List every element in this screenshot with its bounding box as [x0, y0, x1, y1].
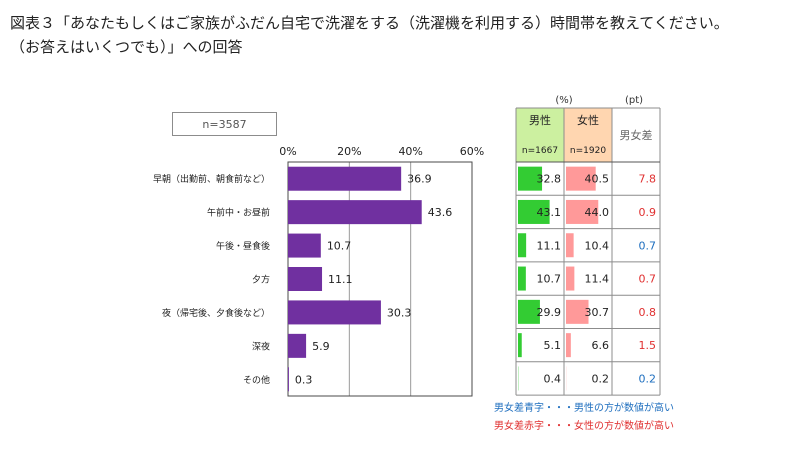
- bar-value-label: 43.6: [428, 206, 453, 219]
- male-value: 5.1: [544, 339, 562, 352]
- male-bar: [518, 199, 550, 224]
- category-label: 夜（帰宅後、夕食後など）: [162, 307, 270, 319]
- male-value: 29.9: [537, 306, 562, 319]
- male-bar: [518, 166, 543, 191]
- female-value: 30.7: [585, 306, 610, 319]
- bar-value-label: 11.1: [328, 273, 353, 286]
- diff-value: 0.9: [639, 206, 657, 219]
- bar: [288, 300, 381, 325]
- female-bar: [566, 233, 574, 258]
- diff-value: 0.2: [639, 372, 657, 385]
- x-tick-label: 0%: [279, 145, 296, 158]
- male-bar: [518, 266, 526, 291]
- female-value: 0.2: [592, 372, 610, 385]
- female-value: 40.5: [585, 173, 610, 186]
- male-bar: [518, 299, 540, 324]
- x-tick-label: 20%: [337, 145, 361, 158]
- female-value: 44.0: [585, 206, 610, 219]
- male-value: 0.4: [544, 372, 562, 385]
- bar: [288, 200, 422, 225]
- category-label: 午前中・お昼前: [207, 207, 270, 219]
- diff-value: 0.8: [639, 306, 657, 319]
- diff-value: 7.8: [639, 173, 657, 186]
- female-bar: [566, 166, 596, 191]
- legend-blue-note: 男女差青字・・・男性の方が数値が高い: [494, 403, 674, 414]
- male-bar: [518, 233, 527, 258]
- unit-pt-label: (pt): [625, 95, 643, 106]
- female-value: 10.4: [585, 239, 610, 252]
- category-label: 午後・昼食後: [216, 240, 270, 252]
- bar-value-label: 0.3: [295, 373, 313, 386]
- female-header: 女性: [577, 113, 599, 127]
- sample-size-box: n=3587: [172, 112, 277, 136]
- female-n-label: n=1920: [570, 146, 606, 156]
- bar-value-label: 36.9: [407, 173, 432, 186]
- chart-title-line2: （お答えはいくつでも）」への回答: [10, 38, 243, 56]
- female-value: 6.6: [592, 339, 610, 352]
- female-bar: [566, 199, 599, 224]
- male-value: 43.1: [537, 206, 562, 219]
- x-tick-label: 40%: [398, 145, 422, 158]
- category-label: 早朝（出勤前、朝食前など）: [153, 173, 270, 185]
- male-value: 10.7: [537, 273, 562, 286]
- female-bar: [566, 299, 589, 324]
- bar-value-label: 5.9: [312, 340, 330, 353]
- bar-value-label: 10.7: [327, 240, 352, 253]
- bar: [288, 333, 307, 358]
- male-header: 男性: [529, 113, 551, 127]
- male-n-label: n=1667: [522, 146, 558, 156]
- bar: [288, 267, 323, 291]
- bar: [288, 166, 402, 191]
- male-value: 32.8: [537, 173, 562, 186]
- bar: [288, 233, 321, 258]
- legend-red-note: 男女差赤字・・・女性の方が数値が高い: [494, 421, 674, 432]
- bar: [288, 367, 289, 392]
- diff-header: 男女差: [620, 128, 653, 142]
- female-bar: [566, 333, 571, 358]
- male-header-cell: [516, 108, 564, 162]
- diff-value: 0.7: [639, 239, 657, 252]
- category-label: 夕方: [252, 274, 270, 286]
- category-label: その他: [243, 374, 270, 386]
- bar-value-label: 30.3: [387, 306, 412, 319]
- chart-title-line1: 図表３「あなたもしくはご家族がふだん自宅で洗濯をする（洗濯機を利用する）時間帯を…: [10, 14, 729, 32]
- unit-percent-label: (%): [555, 95, 572, 106]
- female-value: 11.4: [585, 273, 610, 286]
- diff-value: 1.5: [639, 339, 657, 352]
- x-tick-label: 60%: [460, 145, 484, 158]
- male-value: 11.1: [537, 239, 562, 252]
- male-bar: [518, 333, 522, 358]
- female-bar: [566, 266, 575, 291]
- female-header-cell: [564, 108, 612, 162]
- diff-value: 0.7: [639, 273, 657, 286]
- category-label: 深夜: [252, 340, 270, 352]
